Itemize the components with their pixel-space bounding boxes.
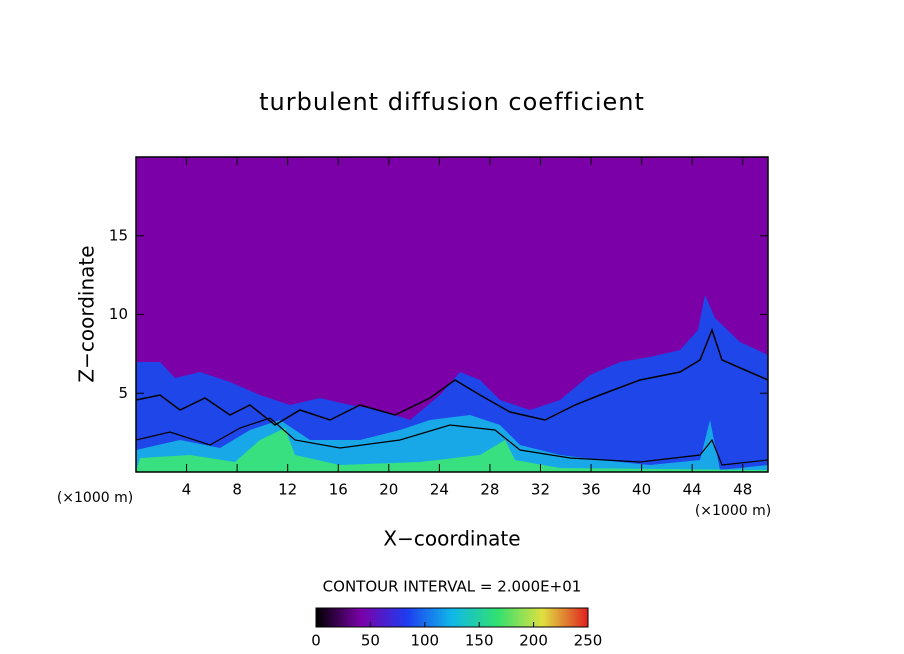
- x-tick-label: 12: [278, 481, 297, 499]
- x-tick-label: 8: [232, 481, 242, 499]
- colorbar-tick-label: 150: [465, 632, 494, 650]
- x-axis-label: X−coordinate: [383, 527, 520, 551]
- contour-line: [136, 327, 768, 426]
- contour-interval-label: CONTOUR INTERVAL = 2.000E+01: [323, 578, 582, 596]
- x-tick-label: 20: [379, 481, 398, 499]
- colorbar-tick-label: 0: [311, 632, 321, 650]
- x-unit-label: (×1000 m): [57, 490, 133, 506]
- x-unit-label: (×1000 m): [695, 503, 771, 519]
- y-axis-label: Z−coordinate: [75, 245, 99, 382]
- y-tick-label: 15: [109, 226, 128, 244]
- x-tick-label: 24: [430, 481, 449, 499]
- colorbar-tick-label: 250: [574, 632, 603, 650]
- y-tick-label: 10: [109, 305, 128, 323]
- chart-title: turbulent diffusion coefficient: [259, 88, 645, 116]
- field-blue: [136, 295, 768, 472]
- colorbar-tick-label: 50: [361, 632, 380, 650]
- colorbar-tick-label: 200: [519, 632, 548, 650]
- x-tick-label: 32: [531, 481, 550, 499]
- x-tick-label: 40: [632, 481, 651, 499]
- colorbar: [315, 607, 589, 628]
- x-tick-label: 4: [182, 481, 192, 499]
- x-tick-label: 48: [733, 481, 752, 499]
- contour-field: [136, 157, 768, 472]
- colorbar-tick-label: 100: [410, 632, 439, 650]
- contour-line: [136, 417, 768, 466]
- x-tick-label: 28: [480, 481, 499, 499]
- x-tick-label: 36: [581, 481, 600, 499]
- x-tick-label: 44: [683, 481, 702, 499]
- x-tick-label: 16: [329, 481, 348, 499]
- field-green: [136, 428, 768, 472]
- y-tick-label: 5: [118, 384, 128, 402]
